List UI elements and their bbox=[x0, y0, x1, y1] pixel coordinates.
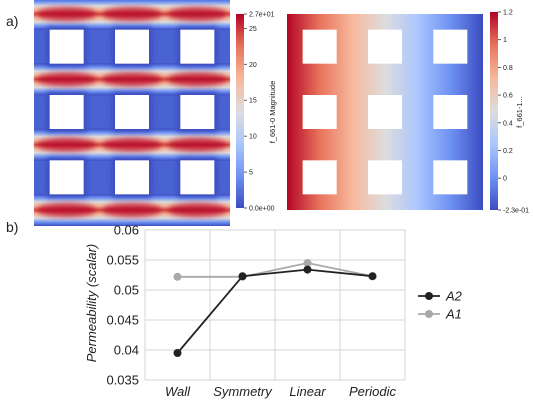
series-line-a2 bbox=[176, 268, 373, 354]
data-point-a2 bbox=[173, 349, 182, 357]
y-tick-label: 0.05 bbox=[114, 283, 139, 298]
flow-peak bbox=[102, 7, 162, 21]
obstacle bbox=[433, 95, 468, 129]
right-colorbar-ticks: 1.2 1 0.8 0.6 0.4 0.2 0 -2.3e-01 bbox=[498, 10, 529, 215]
colorbar-tick-label: 1.2 bbox=[503, 10, 513, 17]
left-field-obstacles bbox=[46, 26, 218, 198]
colorbar-tick-label: 0.2 bbox=[503, 148, 513, 155]
left-colorbar-title: f_661-0 Magnitude bbox=[268, 81, 277, 144]
flow-peak bbox=[167, 137, 228, 152]
obstacle bbox=[180, 160, 215, 195]
y-tick-label: 0.035 bbox=[106, 373, 139, 388]
data-point-a2 bbox=[368, 272, 377, 281]
legend-label-a1: A1 bbox=[445, 307, 462, 322]
left-flow-field bbox=[34, 0, 230, 226]
flow-peak bbox=[36, 137, 97, 152]
obstacle bbox=[368, 160, 402, 195]
right-colorbar-title: f_661-1... bbox=[515, 96, 524, 128]
right-field-obstacles bbox=[302, 29, 468, 195]
left-field-bands bbox=[34, 0, 230, 226]
flow-peak bbox=[36, 203, 97, 217]
obstacle bbox=[368, 95, 402, 129]
panel-a-label: a) bbox=[6, 13, 18, 29]
chart-x-ticks: Wall Symmetry Linear Periodic bbox=[165, 384, 397, 399]
obstacle bbox=[180, 95, 215, 129]
left-colorbar-gradient bbox=[236, 14, 244, 208]
obstacle bbox=[368, 29, 402, 64]
colorbar-tick-label: 15 bbox=[249, 98, 257, 105]
y-tick-label: 0.045 bbox=[106, 313, 139, 328]
colorbar-tick-label: 0.0e+00 bbox=[249, 206, 275, 213]
right-pressure-field bbox=[287, 14, 483, 210]
chart-y-axis-label: Permeability (scalar) bbox=[84, 244, 99, 362]
obstacle bbox=[433, 160, 468, 195]
flow-peak bbox=[36, 72, 97, 87]
colorbar-tick-label: 2.7e+01 bbox=[249, 12, 275, 19]
left-colorbar: 2.7e+01 25 20 15 10 5 0.0e+00 f_661-0 Magnitud… bbox=[236, 12, 277, 213]
legend-marker-a1 bbox=[425, 310, 433, 318]
data-point-a1 bbox=[303, 259, 312, 267]
y-tick-label: 0.055 bbox=[106, 253, 139, 268]
series-line-a1 bbox=[177, 262, 373, 278]
data-point-a2 bbox=[303, 265, 312, 274]
right-colorbar-gradient bbox=[490, 12, 498, 210]
obstacle bbox=[302, 95, 337, 129]
x-tick-label: Wall bbox=[165, 384, 191, 399]
right-colorbar: 1.2 1 0.8 0.6 0.4 0.2 0 -2.3e-01 f_661-1... bbox=[490, 10, 529, 215]
obstacle bbox=[115, 29, 149, 64]
legend-label-a2: A2 bbox=[445, 289, 463, 304]
data-point-a2 bbox=[238, 272, 247, 281]
obstacle bbox=[115, 95, 149, 129]
flow-peak bbox=[102, 137, 162, 152]
colorbar-tick-label: 0.4 bbox=[503, 120, 513, 127]
flow-peak bbox=[102, 203, 162, 217]
legend-marker-a2 bbox=[425, 292, 433, 300]
obstacle bbox=[115, 160, 149, 195]
obstacle bbox=[49, 29, 84, 64]
colorbar-tick-label: 0.8 bbox=[503, 65, 513, 72]
y-tick-label: 0.06 bbox=[114, 223, 139, 238]
colorbar-tick-label: -2.3e-01 bbox=[503, 208, 529, 215]
flow-peak bbox=[167, 72, 228, 87]
obstacle bbox=[49, 95, 84, 129]
flow-peak bbox=[167, 203, 228, 217]
chart-grid bbox=[144, 229, 406, 381]
left-colorbar-ticks: 2.7e+01 25 20 15 10 5 0.0e+00 bbox=[244, 12, 275, 213]
permeability-chart: 0.06 0.055 0.05 0.045 0.04 0.035 Wall Symmetry… bbox=[84, 223, 463, 400]
x-tick-label: Periodic bbox=[349, 384, 396, 399]
flow-peak bbox=[167, 7, 228, 21]
colorbar-tick-label: 5 bbox=[249, 170, 253, 177]
x-tick-label: Symmetry bbox=[213, 384, 273, 399]
colorbar-tick-label: 1 bbox=[503, 37, 507, 44]
y-tick-label: 0.04 bbox=[114, 343, 139, 358]
x-tick-label: Linear bbox=[289, 384, 326, 399]
obstacle bbox=[180, 29, 215, 64]
obstacle bbox=[302, 29, 337, 64]
colorbar-tick-label: 10 bbox=[249, 134, 257, 141]
flow-peak bbox=[102, 72, 162, 87]
colorbar-tick-label: 0.6 bbox=[503, 93, 513, 100]
colorbar-tick-label: 20 bbox=[249, 62, 257, 69]
colorbar-tick-label: 25 bbox=[249, 26, 257, 33]
obstacle bbox=[302, 160, 337, 195]
chart-series bbox=[173, 259, 377, 357]
obstacle bbox=[433, 29, 468, 64]
flow-peak bbox=[36, 7, 97, 21]
data-point-a1 bbox=[173, 272, 182, 281]
obstacle bbox=[49, 160, 84, 195]
colorbar-tick-label: 0 bbox=[503, 176, 507, 183]
panel-b-label: b) bbox=[6, 219, 18, 235]
chart-y-ticks: 0.06 0.055 0.05 0.045 0.04 0.035 bbox=[106, 223, 139, 388]
